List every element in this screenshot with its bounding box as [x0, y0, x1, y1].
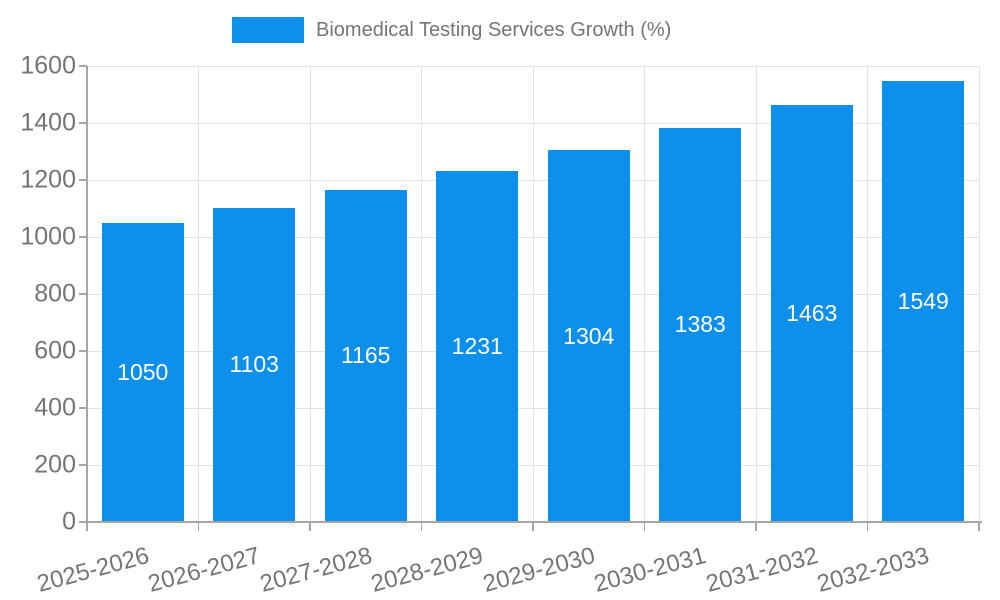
bar-value-label: 1050 — [117, 358, 169, 385]
y-axis-tick — [79, 293, 87, 295]
y-axis-tick — [79, 65, 87, 67]
v-gridline — [978, 66, 980, 522]
bar-2032-2033[interactable]: 1549 — [882, 80, 965, 522]
bar-value-label: 1383 — [674, 311, 726, 338]
legend-label: Biomedical Testing Services Growth (%) — [316, 18, 672, 41]
y-tick-label: 1400 — [20, 108, 76, 137]
y-axis-tick — [79, 521, 87, 523]
y-tick-label: 800 — [34, 279, 76, 308]
y-axis-tick — [79, 122, 87, 124]
bar-2027-2028[interactable]: 1165 — [324, 189, 407, 522]
x-axis-tick — [978, 522, 980, 531]
x-axis-tick — [755, 522, 757, 531]
legend-swatch — [232, 17, 304, 43]
v-gridline — [755, 66, 757, 522]
bar-2026-2027[interactable]: 1103 — [213, 207, 296, 522]
x-axis-tick — [643, 522, 646, 531]
x-axis-tick — [86, 522, 88, 531]
v-gridline — [532, 66, 534, 522]
y-tick-label: 1600 — [20, 51, 76, 80]
bar-value-label: 1304 — [563, 322, 615, 349]
v-gridline — [309, 66, 311, 522]
bar-value-label: 1103 — [229, 351, 279, 378]
v-gridline — [421, 66, 422, 522]
bar-2031-2032[interactable]: 1463 — [770, 105, 853, 522]
v-gridline — [198, 66, 199, 522]
bar-value-label: 1231 — [451, 333, 503, 360]
bar-value-label: 1549 — [897, 287, 949, 314]
bar-2030-2031[interactable]: 1383 — [659, 127, 742, 522]
v-gridline — [644, 66, 645, 522]
y-tick-label: 400 — [34, 393, 76, 422]
legend-item[interactable]: Biomedical Testing Services Growth (%) — [232, 17, 671, 43]
y-axis-tick — [79, 350, 87, 352]
y-tick-label: 1000 — [20, 222, 76, 251]
y-tick-label: 1200 — [20, 165, 76, 194]
y-tick-label: 200 — [34, 450, 76, 479]
y-tick-label: 600 — [34, 336, 76, 365]
x-axis-line — [85, 521, 982, 523]
bar-2028-2029[interactable]: 1231 — [436, 171, 519, 522]
v-gridline — [867, 66, 868, 522]
y-tick-label: 0 — [62, 507, 76, 536]
x-axis-tick — [420, 522, 423, 531]
y-axis-tick — [79, 464, 87, 466]
x-axis-tick — [866, 522, 869, 531]
bar-value-label: 1165 — [341, 342, 391, 369]
x-axis-tick — [532, 522, 534, 531]
bar-value-label: 1463 — [786, 300, 838, 326]
x-axis-tick — [197, 522, 200, 531]
y-axis-tick — [79, 179, 87, 181]
y-axis-tick — [79, 407, 87, 409]
y-axis-line — [86, 66, 88, 524]
bar-2025-2026[interactable]: 1050 — [101, 222, 184, 522]
x-axis-tick — [309, 522, 311, 531]
y-axis-tick — [79, 236, 87, 238]
bar-2029-2030[interactable]: 1304 — [547, 150, 630, 522]
